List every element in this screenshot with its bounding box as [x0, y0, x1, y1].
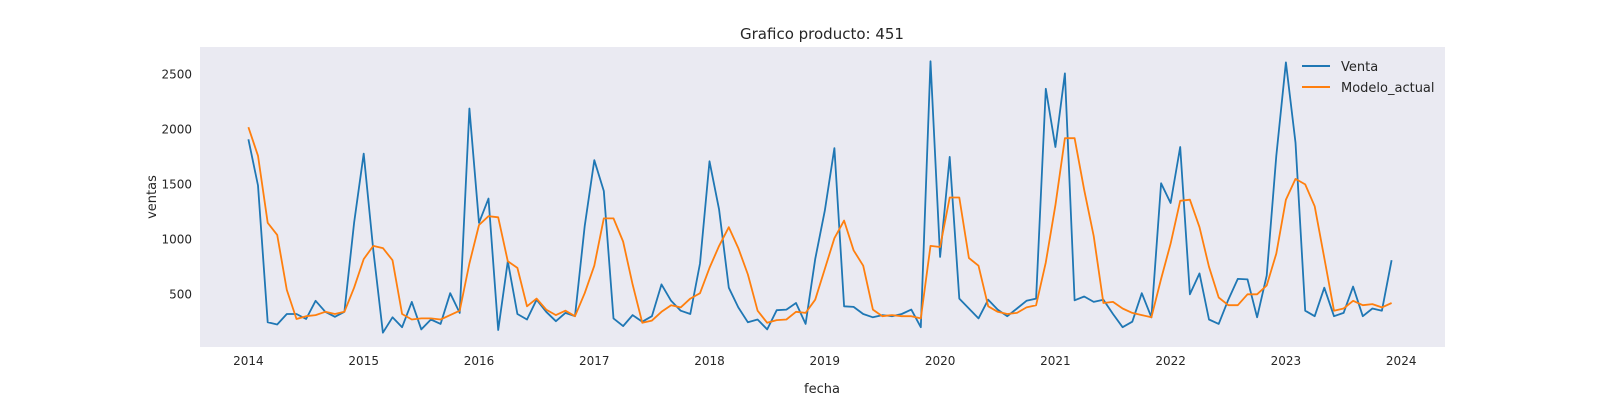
legend-label: Venta — [1341, 60, 1378, 75]
plot-area-background — [200, 47, 1445, 347]
x-tick-label: 2022 — [1155, 354, 1186, 368]
y-tick-label: 1500 — [161, 177, 192, 191]
series-line-modelo-actual — [247, 126, 1392, 324]
y-tick-label: 1000 — [161, 232, 192, 246]
x-tick-label: 2023 — [1271, 354, 1302, 368]
chart-title: Grafico producto: 451 — [740, 25, 904, 43]
y-axis: 500 1000 1500 2000 2500 — [161, 68, 192, 302]
y-tick-label: 2000 — [161, 122, 192, 136]
series-line-venta — [247, 60, 1393, 334]
y-axis-label: ventas — [145, 175, 160, 219]
legend: Venta Modelo_actual — [1302, 60, 1435, 96]
x-tick-label: 2018 — [694, 354, 725, 368]
x-tick-label: 2020 — [925, 354, 956, 368]
y-tick-label: 2500 — [161, 68, 192, 82]
x-tick-label: 2015 — [348, 354, 379, 368]
x-tick-label: 2017 — [579, 354, 610, 368]
series-layer — [247, 60, 1393, 334]
x-tick-label: 2016 — [464, 354, 495, 368]
y-tick-label: 500 — [169, 287, 192, 301]
x-axis-label: fecha — [804, 382, 840, 397]
x-tick-label: 2024 — [1386, 354, 1417, 368]
x-tick-label: 2021 — [1040, 354, 1071, 368]
x-tick-label: 2019 — [810, 354, 841, 368]
x-tick-label: 2014 — [233, 354, 264, 368]
x-axis: 2014 2015 2016 2017 2018 2019 2020 2021 2022 2023… — [233, 354, 1416, 368]
legend-label: Modelo_actual — [1341, 81, 1435, 96]
